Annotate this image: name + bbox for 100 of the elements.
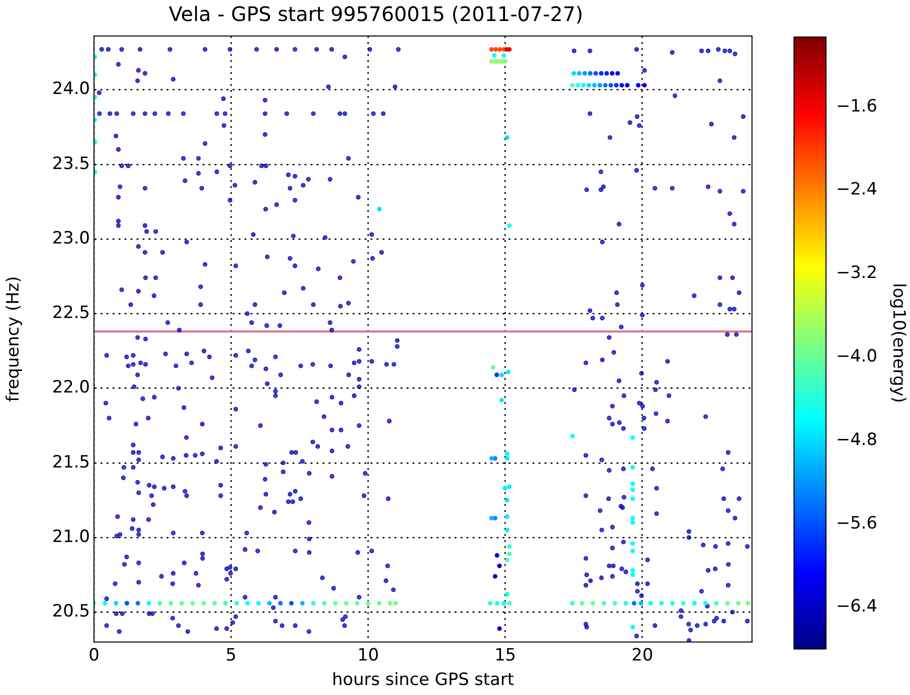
point [654,511,659,516]
point [665,418,670,424]
point [650,466,655,472]
point [670,186,675,191]
point [584,187,589,192]
point [128,302,134,307]
point [394,338,400,343]
point [252,302,258,307]
point [330,474,334,479]
point [615,71,620,76]
point [732,52,738,56]
point [192,453,198,458]
point [142,71,148,76]
point [284,111,290,116]
point [592,82,597,88]
point [622,393,626,398]
point [502,486,508,491]
point [494,553,500,558]
point [152,111,158,116]
point [136,450,141,455]
point [642,82,647,88]
point [376,600,382,606]
point [706,568,710,573]
point [391,587,396,592]
point [734,332,739,337]
point [218,446,223,450]
point [678,608,684,613]
point [170,581,175,586]
chart-title: Vela - GPS start 995760015 (2011-07-27) [168,2,584,26]
point [146,482,152,488]
point [233,353,238,358]
point [590,316,596,320]
point [138,47,142,52]
point [221,96,226,101]
point [306,176,311,182]
point [134,422,138,426]
point [637,123,642,128]
y-tick-label: 21.5 [52,452,90,472]
point [640,282,645,288]
point [288,492,292,497]
point [159,574,164,579]
point [234,600,239,606]
point [135,480,140,485]
point [488,600,492,606]
point [368,47,372,52]
point [300,600,305,606]
point [608,82,614,88]
point [228,198,232,202]
point [114,611,119,616]
point [632,600,636,606]
point [344,600,349,606]
point [606,496,611,502]
point [142,111,148,116]
point [713,544,718,549]
point [366,600,370,606]
point [356,359,362,364]
point [114,134,118,138]
point [306,536,312,542]
point [306,520,312,525]
point [352,360,356,366]
point [273,354,278,360]
point [99,47,104,52]
point [736,290,742,296]
point [198,284,203,290]
point [152,293,156,298]
point [122,465,126,470]
point [146,416,151,420]
point [630,516,636,520]
point [200,422,205,426]
point [670,600,675,606]
point [584,572,589,578]
point [499,398,504,402]
point [665,359,670,364]
point [179,600,184,606]
point [280,623,284,628]
point [170,456,176,461]
point [384,362,389,367]
point [356,384,362,390]
point [346,372,351,378]
point [699,588,704,594]
point [136,490,141,496]
point [343,614,348,619]
point [736,496,742,502]
x-tick-label: 0 [88,646,100,666]
point [174,364,178,368]
point [136,68,141,73]
point [198,302,203,307]
point [392,362,396,367]
point [140,396,146,402]
point [726,541,730,546]
point [354,600,360,606]
point [96,90,102,96]
point [176,328,182,332]
point [600,316,605,320]
point [634,114,640,119]
point [130,362,136,367]
point [182,560,186,566]
point [135,78,140,84]
point [624,600,628,606]
point [504,528,510,532]
